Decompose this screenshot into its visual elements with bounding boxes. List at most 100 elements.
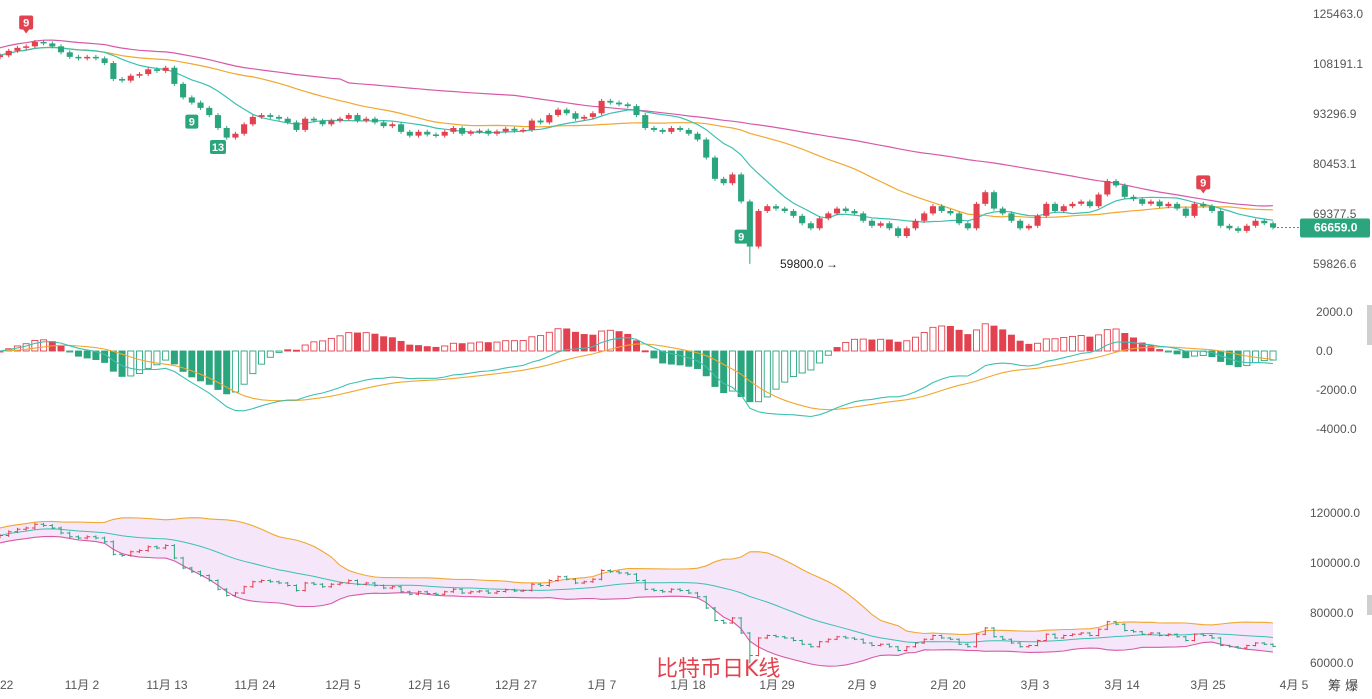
candle[interactable] [964, 221, 971, 231]
candle[interactable] [694, 131, 701, 142]
candle[interactable] [441, 129, 448, 138]
candle[interactable] [119, 76, 126, 83]
candle[interactable] [406, 129, 413, 138]
candle[interactable] [973, 201, 980, 231]
candle[interactable] [162, 65, 169, 73]
candle[interactable] [1156, 199, 1163, 209]
candle[interactable] [711, 155, 719, 181]
candle[interactable] [110, 61, 117, 81]
candle[interactable] [1017, 218, 1024, 231]
candle[interactable] [206, 105, 213, 118]
candle[interactable] [1226, 223, 1233, 231]
candle[interactable] [493, 129, 501, 136]
candle[interactable] [607, 98, 614, 105]
candle[interactable] [895, 226, 902, 239]
candle[interactable] [825, 211, 832, 221]
candle[interactable] [0, 53, 4, 60]
candle[interactable] [947, 208, 954, 216]
candle[interactable] [241, 122, 248, 136]
candle[interactable] [659, 127, 666, 134]
candle[interactable] [1208, 204, 1216, 214]
candle[interactable] [232, 131, 239, 140]
candle[interactable] [816, 216, 823, 231]
candle[interactable] [1147, 199, 1154, 206]
candle[interactable] [1269, 221, 1277, 230]
candle[interactable] [354, 113, 361, 123]
candle[interactable] [598, 98, 605, 116]
candle[interactable] [136, 72, 143, 78]
candle[interactable] [1086, 199, 1093, 209]
candle[interactable] [389, 122, 396, 129]
candle[interactable] [57, 44, 65, 55]
candle[interactable] [720, 176, 727, 186]
candle[interactable] [459, 126, 466, 136]
candle[interactable] [1165, 201, 1172, 209]
candle[interactable] [746, 199, 753, 264]
candle[interactable] [1051, 201, 1059, 214]
boll-scrollbar[interactable] [1367, 595, 1372, 615]
candle[interactable] [982, 190, 989, 206]
candle[interactable] [336, 116, 344, 123]
candle[interactable] [1200, 201, 1207, 209]
candle[interactable] [1043, 201, 1050, 218]
candle[interactable] [511, 126, 518, 133]
candle[interactable] [929, 204, 937, 216]
candle[interactable] [223, 126, 230, 140]
candle[interactable] [677, 126, 684, 132]
candle[interactable] [764, 204, 771, 214]
candle[interactable] [999, 206, 1006, 216]
candle[interactable] [703, 137, 710, 160]
candle[interactable] [921, 211, 928, 223]
candle[interactable] [171, 65, 178, 86]
candle[interactable] [153, 67, 160, 73]
candle[interactable] [101, 56, 108, 66]
candle[interactable] [14, 45, 21, 53]
candle[interactable] [363, 116, 370, 123]
candle[interactable] [502, 126, 509, 134]
candle[interactable] [1121, 183, 1128, 199]
candle[interactable] [127, 73, 134, 83]
candle[interactable] [1139, 197, 1146, 206]
price-panel[interactable]: 9 9 13 9 9 [0, 15, 1300, 264]
candle[interactable] [851, 208, 858, 216]
candle[interactable] [1174, 201, 1181, 211]
candle[interactable] [467, 129, 474, 136]
candle[interactable] [1060, 204, 1067, 214]
candle[interactable] [145, 67, 152, 77]
candle[interactable] [1235, 226, 1242, 233]
candle[interactable] [799, 213, 806, 226]
candle[interactable] [485, 128, 492, 136]
macd-panel[interactable] [0, 323, 1277, 418]
candle[interactable] [1130, 194, 1137, 202]
candle[interactable] [66, 50, 73, 59]
candle[interactable] [275, 114, 283, 121]
candle[interactable] [685, 127, 692, 136]
candle[interactable] [616, 100, 623, 107]
candle[interactable] [903, 226, 910, 239]
candle[interactable] [214, 113, 222, 131]
candle[interactable] [1078, 199, 1085, 206]
candle[interactable] [581, 114, 588, 121]
candle[interactable] [450, 126, 457, 134]
candle[interactable] [31, 39, 38, 49]
candle[interactable] [398, 122, 405, 134]
boll-panel[interactable] [0, 517, 1276, 667]
candle[interactable] [842, 206, 849, 214]
candle[interactable] [537, 118, 544, 125]
candle[interactable] [1182, 206, 1189, 218]
candle[interactable] [258, 113, 265, 119]
candle[interactable] [5, 48, 12, 58]
candle[interactable] [310, 116, 317, 123]
candle[interactable] [624, 102, 631, 109]
candle[interactable] [990, 190, 998, 211]
macd-scrollbar[interactable] [1367, 305, 1372, 345]
candle[interactable] [432, 132, 440, 138]
candle[interactable] [1025, 223, 1032, 231]
candle[interactable] [75, 54, 82, 61]
candle[interactable] [572, 111, 579, 121]
candle[interactable] [1191, 201, 1198, 218]
candle[interactable] [319, 118, 326, 127]
candle[interactable] [1243, 223, 1250, 233]
candle[interactable] [1104, 178, 1111, 197]
candle[interactable] [293, 120, 300, 132]
